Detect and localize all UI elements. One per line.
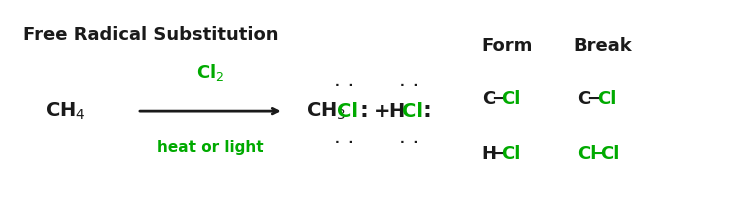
Text: Break: Break (573, 37, 632, 55)
Text: Form: Form (481, 37, 533, 55)
Text: CH$_3$: CH$_3$ (305, 101, 346, 122)
Text: H: H (481, 145, 497, 163)
Text: −: − (491, 90, 506, 108)
Text: .  .: . . (400, 133, 418, 146)
Text: +: + (374, 102, 390, 121)
Text: .  .: . . (336, 76, 354, 89)
Text: Cl: Cl (601, 145, 620, 163)
Text: .  .: . . (400, 76, 418, 89)
Text: .  .: . . (336, 133, 354, 146)
Text: Cl: Cl (577, 145, 596, 163)
Text: :: : (360, 101, 369, 121)
Text: Cl: Cl (337, 102, 358, 121)
Text: Cl: Cl (402, 102, 422, 121)
Text: H: H (389, 102, 405, 121)
Text: C: C (577, 90, 590, 108)
Text: Cl: Cl (597, 90, 616, 108)
Text: Cl: Cl (501, 90, 521, 108)
Text: Cl$_2$: Cl$_2$ (197, 62, 224, 83)
Text: −: − (590, 145, 605, 163)
Text: C: C (481, 90, 495, 108)
Text: −: − (587, 90, 601, 108)
Text: Free Radical Substitution: Free Radical Substitution (24, 26, 279, 44)
Text: −: − (491, 145, 506, 163)
Text: CH$_4$: CH$_4$ (46, 101, 86, 122)
Text: Cl: Cl (501, 145, 521, 163)
Text: :: : (423, 101, 432, 121)
Text: heat or light: heat or light (157, 140, 263, 155)
